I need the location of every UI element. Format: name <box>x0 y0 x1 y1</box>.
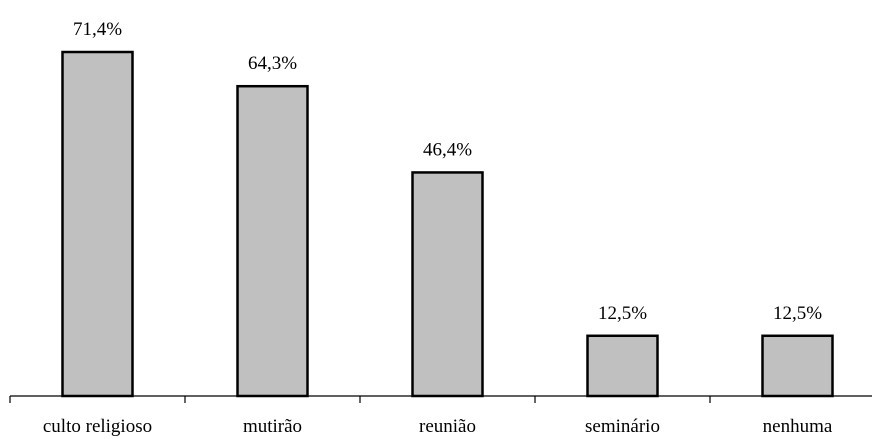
value-labels-group: 71,4% 64,3% 46,4% 12,5% 12,5% <box>73 19 822 324</box>
x-axis-ticks <box>9 396 711 403</box>
bar-value-label: 71,4% <box>73 19 122 40</box>
bar-value-label: 46,4% <box>423 139 472 160</box>
bar-1 <box>236 84 309 398</box>
bar-3 <box>586 334 659 398</box>
x-tick-label: nenhuma <box>763 416 833 437</box>
bar-value-label: 12,5% <box>773 303 822 324</box>
bar-value-label: 12,5% <box>598 303 647 324</box>
bar-4 <box>761 334 834 398</box>
bar-0 <box>61 50 134 398</box>
x-tick-label: seminário <box>585 416 660 437</box>
bars-group <box>61 50 834 398</box>
x-tick-label: mutirão <box>243 416 302 437</box>
x-tick-label: reunião <box>419 416 476 437</box>
bar-2 <box>411 171 484 398</box>
bar-value-label: 64,3% <box>248 53 297 74</box>
x-axis-tick-labels: culto religioso mutirão reunião seminário ne… <box>43 416 833 437</box>
x-tick-label: culto religioso <box>43 416 152 437</box>
